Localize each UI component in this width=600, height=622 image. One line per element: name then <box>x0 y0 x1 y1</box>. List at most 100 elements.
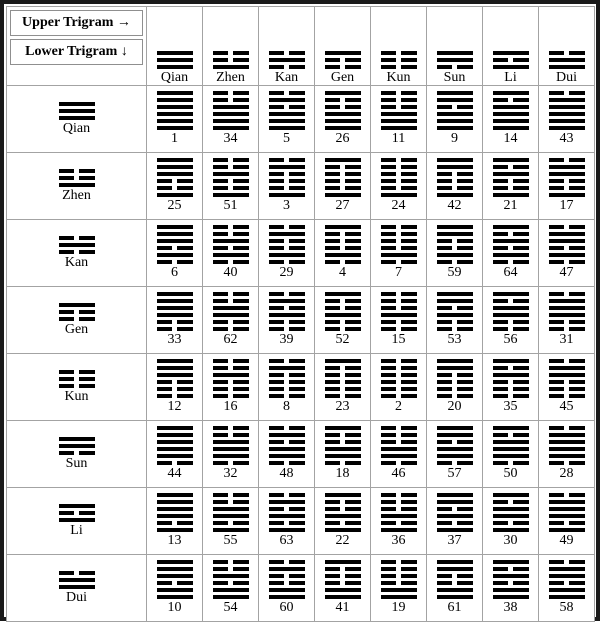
solid-line <box>548 447 585 452</box>
hexagram-cell: 32 <box>202 420 259 488</box>
broken-line-segment <box>345 461 361 466</box>
broken-line <box>268 426 305 431</box>
solid-line <box>268 126 305 131</box>
solid-line <box>548 105 585 110</box>
broken-line <box>492 232 529 237</box>
broken-line <box>324 246 361 251</box>
broken-line <box>548 327 585 332</box>
broken-line <box>268 306 305 311</box>
solid-line <box>156 292 193 297</box>
hexagram-cell: 9 <box>426 85 483 153</box>
broken-line-segment <box>457 461 473 466</box>
broken-line <box>58 570 95 575</box>
broken-line <box>436 105 473 110</box>
broken-line-segment <box>212 581 228 586</box>
solid-line <box>58 436 95 441</box>
broken-line-segment <box>289 581 305 586</box>
row-header-li: Li <box>6 487 147 555</box>
hexagram-icon <box>436 426 473 466</box>
broken-line <box>324 380 361 385</box>
broken-line <box>212 493 249 498</box>
broken-line <box>436 239 473 244</box>
broken-line-segment <box>436 64 452 69</box>
broken-line <box>492 380 529 385</box>
broken-line-segment <box>212 320 228 325</box>
solid-line <box>380 253 417 258</box>
broken-line-segment <box>380 306 396 311</box>
broken-line <box>492 327 529 332</box>
matrix-row-zhen: Zhen 25 51 3 27 24 42 21 17 <box>6 152 595 220</box>
broken-line-segment <box>380 366 396 371</box>
hexagram-icon <box>268 560 305 600</box>
hexagram-icon <box>548 292 585 332</box>
matrix-body: Qian 1 34 5 26 11 9 14 43 Zhen 25 51 3 27 24 42 21 17 Kan 6… <box>6 85 595 622</box>
broken-line-segment <box>492 567 508 572</box>
broken-line <box>324 461 361 466</box>
hexagram-number: 3 <box>283 198 290 214</box>
broken-line-segment <box>177 387 193 392</box>
broken-line-segment <box>289 426 305 431</box>
broken-line-segment <box>233 246 249 251</box>
broken-line-segment <box>436 179 452 184</box>
broken-line-segment <box>345 581 361 586</box>
matrix-row-kan: Kan 6 40 29 4 7 59 64 47 <box>6 219 595 287</box>
broken-line-segment <box>324 306 340 311</box>
broken-line <box>492 57 529 62</box>
broken-line-segment <box>401 327 417 332</box>
broken-line <box>380 507 417 512</box>
row-header-zhen: Zhen <box>6 152 147 220</box>
broken-line-segment <box>233 426 249 431</box>
trigram-icon-kun <box>380 50 417 69</box>
trigram-icon-kan <box>58 235 95 254</box>
solid-line <box>380 528 417 533</box>
hexagram-number: 44 <box>167 466 182 482</box>
broken-line-segment <box>212 299 228 304</box>
broken-line <box>380 366 417 371</box>
broken-line-segment <box>58 175 74 180</box>
solid-line <box>156 454 193 459</box>
broken-line <box>380 158 417 163</box>
broken-line-segment <box>380 260 396 265</box>
broken-line-segment <box>457 105 473 110</box>
broken-line-segment <box>401 64 417 69</box>
hexagram-number: 10 <box>167 600 182 616</box>
broken-line-segment <box>492 299 508 304</box>
broken-line <box>324 521 361 526</box>
broken-line-segment <box>233 433 249 438</box>
hexagram-icon <box>492 493 529 533</box>
solid-line <box>548 595 585 600</box>
column-header-dui: Dui <box>538 6 595 86</box>
broken-line-segment <box>548 260 564 265</box>
broken-line <box>492 461 529 466</box>
solid-line <box>268 193 305 198</box>
solid-line <box>492 64 529 69</box>
solid-line <box>156 500 193 505</box>
broken-line <box>212 521 249 526</box>
solid-line <box>380 313 417 318</box>
broken-line-segment <box>268 246 284 251</box>
broken-line-segment <box>548 320 564 325</box>
broken-line <box>212 500 249 505</box>
broken-line-segment <box>513 500 529 505</box>
hexagram-number: 57 <box>447 466 462 482</box>
hexagram-cell: 38 <box>482 554 539 622</box>
broken-line-segment <box>79 383 95 388</box>
hexagram-cell: 48 <box>258 420 315 488</box>
broken-line-segment <box>212 366 228 371</box>
broken-line-segment <box>548 521 564 526</box>
broken-line-segment <box>177 327 193 332</box>
broken-line-segment <box>401 57 417 62</box>
hexagram-cell: 28 <box>538 420 595 488</box>
broken-line-segment <box>380 105 396 110</box>
broken-line-segment <box>345 574 361 579</box>
broken-line <box>436 380 473 385</box>
hexagram-number: 54 <box>223 600 238 616</box>
hexagram-icon <box>212 426 249 466</box>
broken-line <box>380 306 417 311</box>
broken-line <box>380 232 417 237</box>
solid-line <box>324 253 361 258</box>
row-header-sun: Sun <box>6 420 147 488</box>
broken-line-segment <box>548 225 564 230</box>
broken-line-segment <box>457 260 473 265</box>
solid-line <box>156 64 193 69</box>
